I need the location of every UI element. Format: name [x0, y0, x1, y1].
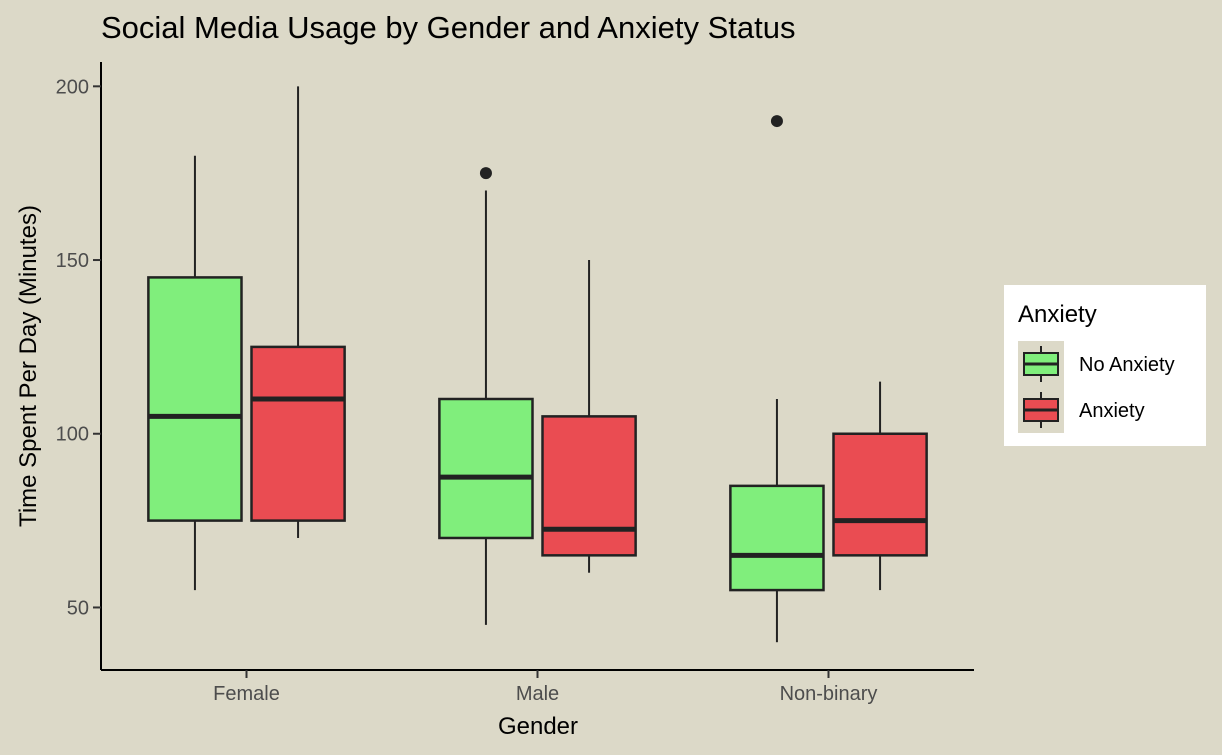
box-iqr: [729, 484, 825, 592]
legend-title: Anxiety: [1018, 301, 1097, 328]
y-tick-label: 200: [56, 76, 89, 98]
legend-label: Anxiety: [1079, 400, 1145, 422]
x-tick-label: Female: [213, 683, 280, 705]
x-axis-title: Gender: [498, 713, 578, 740]
x-tick-label: Non-binary: [780, 683, 878, 705]
box-iqr: [250, 345, 346, 522]
box-anxiety-male: [541, 260, 637, 573]
plot-area: [147, 86, 928, 643]
box-iqr: [541, 415, 637, 557]
y-tick-label: 100: [56, 424, 89, 446]
box-no-anxiety-female: [147, 155, 243, 591]
box-anxiety-non-binary: [832, 381, 928, 591]
x-tick-label: Male: [516, 683, 559, 705]
box-anxiety-female: [250, 86, 346, 538]
box-no-anxiety-non-binary: [729, 115, 825, 643]
box-iqr: [147, 276, 243, 522]
box-no-anxiety-male: [438, 167, 534, 625]
legend-item-anxiety: Anxiety: [1018, 387, 1145, 433]
box-iqr: [438, 397, 534, 540]
y-tick-label: 50: [67, 597, 89, 619]
y-axis-ticks: 50 100 150 200: [56, 76, 101, 619]
legend-item-no-anxiety: No Anxiety: [1018, 341, 1175, 387]
outlier-point: [479, 167, 492, 180]
y-axis-title: Time Spent Per Day (Minutes): [15, 205, 42, 527]
legend: Anxiety No Anxiety Anxiety: [1004, 285, 1206, 446]
box-iqr: [832, 432, 928, 557]
y-tick-label: 150: [56, 250, 89, 272]
legend-label: No Anxiety: [1079, 354, 1175, 376]
chart-title: Social Media Usage by Gender and Anxiety…: [101, 10, 795, 45]
x-axis-ticks: Female Male Non-binary: [213, 670, 877, 705]
outlier-point: [770, 115, 783, 128]
